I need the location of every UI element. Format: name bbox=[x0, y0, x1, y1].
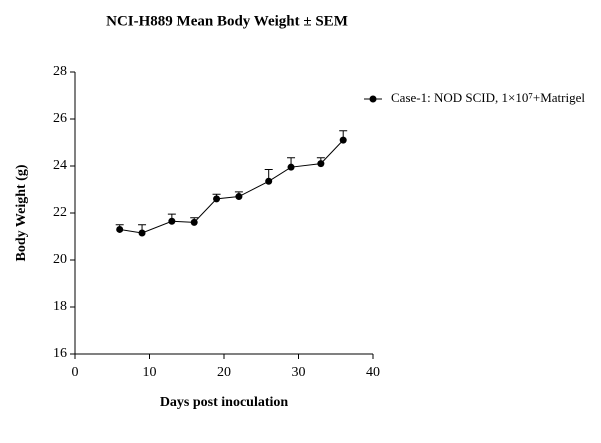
data-point bbox=[339, 136, 347, 144]
x-tick-label: 30 bbox=[292, 365, 306, 380]
y-tick-label: 18 bbox=[53, 299, 67, 314]
x-axis-label: Days post inoculation bbox=[160, 395, 289, 410]
y-tick-label: 24 bbox=[53, 158, 67, 173]
data-point bbox=[116, 225, 124, 233]
x-tick-label: 40 bbox=[366, 365, 380, 380]
data-point bbox=[138, 229, 146, 237]
x-tick-label: 0 bbox=[72, 365, 79, 380]
data-point bbox=[190, 218, 198, 226]
y-tick-label: 20 bbox=[53, 252, 67, 267]
legend-label: Case-1: NOD SCID, 1×10⁷+Matrigel bbox=[391, 90, 585, 105]
y-tick-label: 26 bbox=[53, 111, 67, 126]
data-point bbox=[235, 193, 243, 201]
data-point bbox=[265, 177, 273, 185]
data-point bbox=[213, 195, 221, 203]
series-line bbox=[119, 139, 344, 234]
y-tick-label: 16 bbox=[53, 346, 67, 361]
x-tick-label: 10 bbox=[143, 365, 157, 380]
legend-marker bbox=[369, 95, 377, 103]
x-tick-label: 20 bbox=[217, 365, 231, 380]
y-axis-label: Body Weight (g) bbox=[14, 164, 29, 261]
data-point bbox=[168, 217, 176, 225]
chart-title: NCI-H889 Mean Body Weight ± SEM bbox=[106, 13, 348, 29]
data-point bbox=[317, 160, 325, 168]
data-point bbox=[287, 163, 295, 171]
y-tick-label: 28 bbox=[53, 64, 67, 79]
y-tick-label: 22 bbox=[53, 205, 67, 220]
